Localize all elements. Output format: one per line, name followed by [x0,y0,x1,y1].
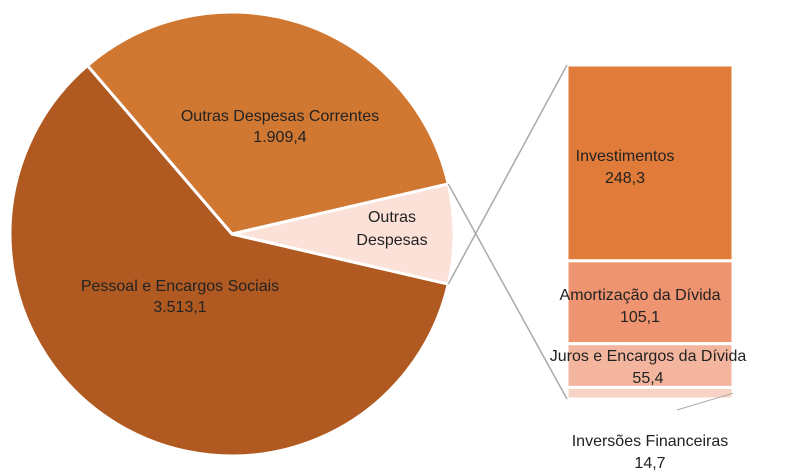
bar-label: Inversões Financeiras [572,433,729,450]
bar-label: Investimentos [576,148,675,165]
slice-label: Outras Despesas Correntes [181,108,379,125]
slice-label-line: Outras [368,209,416,226]
slice-label-line: Despesas [356,232,427,249]
slice-label: Pessoal e Encargos Sociais [81,278,279,295]
bar-value-label: 105,1 [620,309,660,326]
pie-slice [8,63,451,458]
bar-segment [565,63,735,263]
bar-value-label: 55,4 [632,370,663,387]
bar-segment [565,385,735,401]
pie-slice [85,10,451,236]
bar-label: Juros e Encargos da Dívida [550,348,747,365]
bar-value-label: 248,3 [605,170,645,187]
bar-value-label: 14,7 [634,455,665,472]
slice-label: Outras Despesas [356,209,427,249]
slice-value-label: 1.909,4 [253,129,306,146]
leader-line [676,392,734,411]
connector-line [447,183,568,400]
slice-value-label: 3.513,1 [153,299,206,316]
bar-segment [565,259,735,346]
connector-line [447,64,568,285]
bar-label: Amortização da Dívida [560,287,721,304]
